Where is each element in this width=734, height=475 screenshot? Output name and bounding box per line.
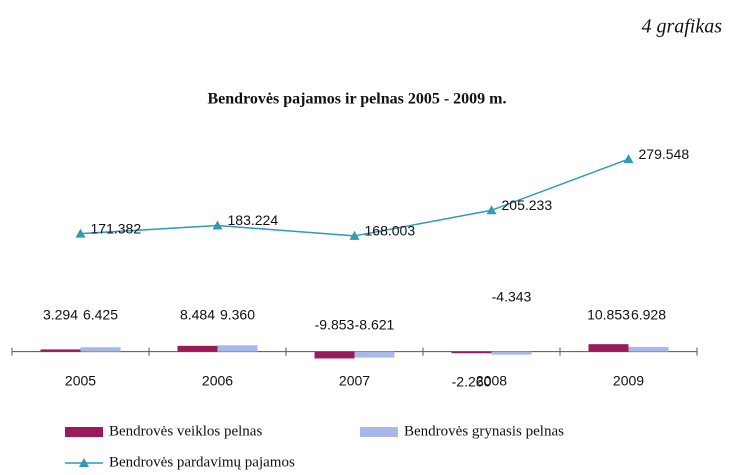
chart-title: Bendrovės pajamos ir pelnas 2005 - 2009 … (208, 91, 507, 108)
line-value-label: 205.233 (502, 197, 553, 213)
legend-label: Bendrovės grynasis pelnas (404, 423, 564, 439)
bar-value-label: -2.260 (452, 374, 492, 390)
bar (217, 345, 258, 352)
bar-value-label: 9.360 (220, 307, 255, 323)
bar-value-label: -8.621 (355, 317, 395, 333)
bar (588, 344, 629, 352)
legend-label: Bendrovės pardavimų pajamos (109, 454, 295, 470)
bar (628, 346, 669, 352)
line-value-label: 171.382 (91, 220, 142, 236)
figure-label: 4 grafikas (641, 16, 722, 38)
bar-value-label: 8.484 (180, 307, 215, 323)
line-marker (349, 230, 360, 240)
bar (314, 351, 355, 359)
line-value-label: 168.003 (365, 223, 416, 239)
bar-value-label: 3.294 (43, 307, 78, 323)
line-value-label: 183.224 (228, 212, 279, 228)
legend-label: Bendrovės veiklos pelnas (109, 423, 262, 439)
line-marker (623, 154, 634, 164)
bar (491, 351, 532, 355)
line-value-label: 279.548 (639, 146, 690, 162)
bar (40, 349, 81, 352)
x-tick-label: 2007 (339, 373, 370, 389)
x-tick-label: 2008 (476, 373, 507, 389)
bar-value-label: -9.853 (315, 317, 355, 333)
bar (80, 347, 121, 352)
bar-value-label: -4.343 (492, 289, 532, 305)
line-marker (75, 228, 86, 238)
bar (177, 345, 218, 352)
bar-value-label: 10.853 (587, 307, 630, 323)
x-tick-label: 2006 (202, 373, 233, 389)
legend-marker (79, 458, 89, 467)
legend-swatch (360, 427, 398, 437)
bar-value-label: 6.928 (631, 307, 666, 323)
line-marker (212, 220, 223, 230)
bar (451, 351, 492, 354)
bar (354, 351, 395, 358)
legend-swatch (65, 427, 103, 437)
x-tick-label: 2005 (65, 373, 96, 389)
x-tick-label: 2009 (613, 373, 644, 389)
line-marker (486, 205, 497, 215)
bar-value-label: 6.425 (83, 307, 118, 323)
